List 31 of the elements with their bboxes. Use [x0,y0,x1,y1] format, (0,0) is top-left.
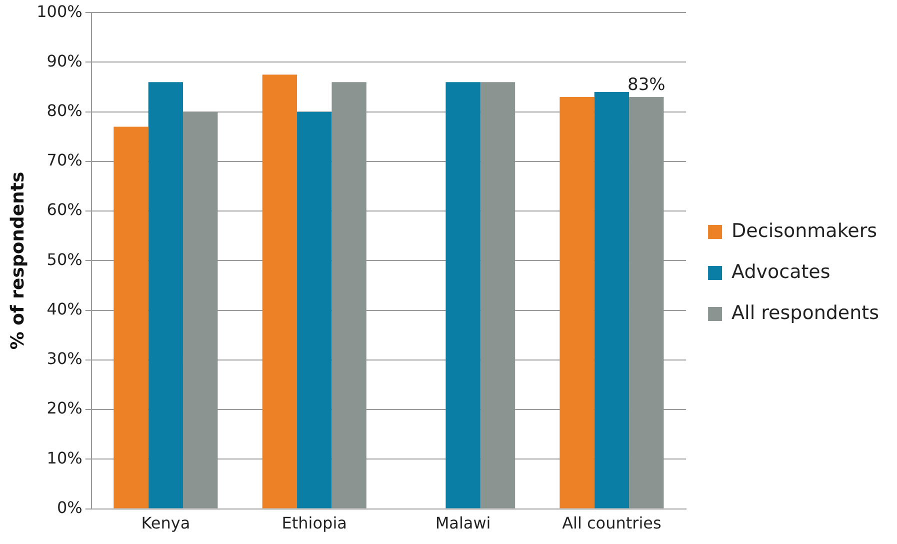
y-tick-label: 0% [56,498,82,517]
y-tick-label: 50% [46,250,82,269]
bar [594,92,630,508]
x-tick-label: Kenya [141,514,190,533]
x-tick-label: Ethiopia [282,514,347,533]
y-tick-label: 60% [46,200,82,220]
y-tick-label: 30% [46,349,82,368]
bar [148,82,184,508]
bar [183,112,218,508]
bar [332,82,366,508]
y-tick-label: 80% [46,100,82,120]
legend-label: All respondents [732,302,880,324]
legend-label: Advocates [732,260,830,283]
bar [629,96,664,508]
data-label: 83% [628,74,666,95]
y-tick-label: 90% [46,51,82,70]
x-tick-label: Malawi [435,514,491,533]
legend-label: Decisonmakers [732,220,878,242]
y-tick-label: 10% [46,448,82,468]
bar [297,112,332,508]
y-tick-label: 20% [46,398,82,418]
bar [114,126,148,508]
y-tick-label: 100% [36,2,82,21]
y-tick-label: 70% [46,150,82,170]
x-tick-label: All countries [562,514,662,533]
bar [262,74,298,508]
y-tick-label: 40% [46,299,82,318]
bar [560,96,594,508]
bar [446,82,480,508]
bar [480,82,516,508]
y-axis-title: % of respondents [7,172,28,350]
